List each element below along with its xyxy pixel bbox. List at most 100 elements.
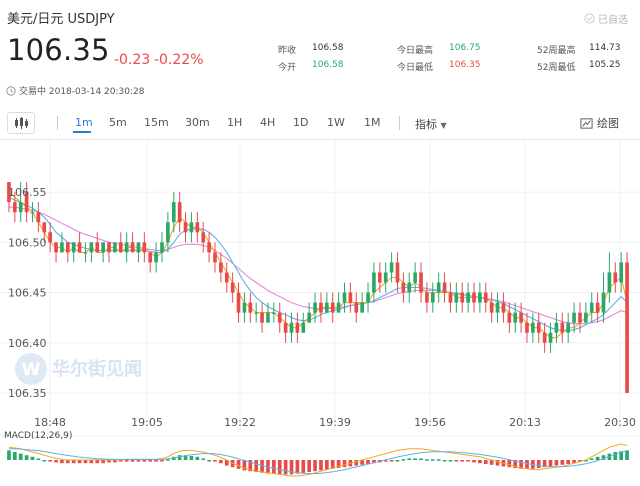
macd-bar (442, 460, 447, 462)
tab-30m[interactable]: 30m (185, 116, 210, 129)
watermark-text: 华尔街见闻 (52, 358, 142, 380)
macd-bar (60, 460, 64, 464)
tab-1w[interactable]: 1W (327, 116, 345, 129)
stat-low-value: 106.35 (449, 60, 481, 70)
candle-body (507, 312, 512, 323)
candle-body (401, 282, 406, 293)
macd-bar (436, 459, 441, 461)
candle-body (360, 302, 364, 313)
macd-bar (542, 460, 547, 468)
candle-body (160, 242, 164, 253)
candle-body (442, 282, 447, 293)
y-tick-label: 106.45 (8, 287, 47, 300)
macd-bar (548, 460, 553, 467)
candle-body (478, 292, 482, 303)
macd-bar (136, 460, 141, 462)
price-chart[interactable]: W 华尔街见闻 106.55 106.50 106.45 106.40 106.35 1… (0, 140, 640, 486)
candle-body (578, 312, 582, 323)
macd-bar (36, 458, 41, 460)
candle-body (430, 292, 435, 303)
tab-1m[interactable]: 1m (75, 116, 93, 129)
macd-bar (619, 451, 623, 460)
macd-bar (189, 456, 194, 460)
chart-type-button[interactable] (7, 112, 35, 134)
candle-body (625, 262, 629, 393)
tab-4h[interactable]: 4H (260, 116, 276, 129)
macd-bar (342, 460, 347, 468)
tab-5m[interactable]: 5m (109, 116, 127, 129)
candle-body (489, 302, 494, 313)
candle-body (354, 302, 359, 313)
indicators-label: 指标 (415, 118, 437, 131)
x-tick-label: 19:22 (224, 416, 256, 429)
watchlist-label: 已自选 (598, 15, 628, 26)
macd-bar (207, 460, 211, 462)
candle-body (448, 292, 453, 303)
candle-body (595, 302, 600, 313)
macd-bar (460, 460, 465, 462)
draw-button[interactable]: 绘图 (580, 115, 619, 131)
macd-bar (71, 460, 76, 464)
macd-bar (113, 460, 117, 463)
macd-bar (213, 460, 217, 462)
tab-1mo[interactable]: 1M (364, 116, 381, 129)
macd-bar (89, 460, 94, 464)
macd-bar (489, 460, 494, 465)
macd-bar (148, 460, 153, 462)
candle-body (283, 322, 288, 333)
candle-body (330, 302, 335, 313)
y-tick-label: 106.50 (8, 236, 47, 249)
macd-bar (625, 450, 629, 460)
macd-bar (419, 458, 423, 460)
tab-15m[interactable]: 15m (144, 116, 169, 129)
macd-bar (124, 460, 129, 462)
ma-fast-line (8, 191, 628, 339)
macd-bar (177, 455, 182, 460)
candle-body (130, 242, 135, 253)
macd-bar (360, 460, 364, 465)
candle-body (54, 242, 58, 253)
macd-bar (277, 460, 282, 475)
candle-body (607, 272, 612, 293)
svg-text:W: W (22, 360, 41, 380)
stat-52w-high-label: 52周最高 (537, 46, 576, 56)
macd-bar (560, 460, 565, 465)
candle-body (307, 312, 311, 323)
macd-bar (13, 452, 17, 460)
candle-body (319, 302, 323, 313)
ma-slow-line (8, 206, 628, 325)
candle-body (113, 242, 117, 253)
macd-bar (372, 460, 376, 464)
macd-bar (248, 460, 253, 472)
indicators-dropdown[interactable]: 指标 ▼ (415, 116, 447, 132)
candle-body (377, 272, 382, 283)
tab-1d[interactable]: 1D (293, 116, 309, 129)
stat-52w-high-value: 114.73 (589, 43, 621, 53)
macd-bar (448, 460, 453, 462)
candle-body (95, 242, 100, 253)
caret-down-icon: ▼ (440, 121, 447, 130)
macd-bar (401, 459, 406, 461)
candle-body (177, 202, 182, 223)
macd-bar (154, 460, 158, 462)
candle-body (389, 262, 394, 273)
watchlist-toggle[interactable]: 已自选 (584, 11, 628, 26)
y-tick-label: 106.55 (8, 186, 47, 199)
macd-bar (425, 459, 429, 461)
draw-label: 绘图 (597, 117, 619, 130)
macd-bar (107, 460, 111, 463)
candle-body (136, 242, 141, 253)
candle-body (325, 302, 329, 313)
candle-body (536, 322, 541, 333)
x-tick-label: 20:30 (604, 416, 636, 429)
macd-bar (42, 460, 47, 462)
candlestick-icon (15, 117, 28, 129)
macd-bar (65, 460, 70, 464)
candle-body (7, 182, 11, 203)
candle-body (460, 292, 465, 303)
macd-label: MACD(12,26,9) (4, 431, 73, 441)
macd-bar (160, 460, 164, 462)
candle-body (83, 252, 88, 254)
candle-body (366, 292, 370, 303)
tab-1h[interactable]: 1H (227, 116, 243, 129)
